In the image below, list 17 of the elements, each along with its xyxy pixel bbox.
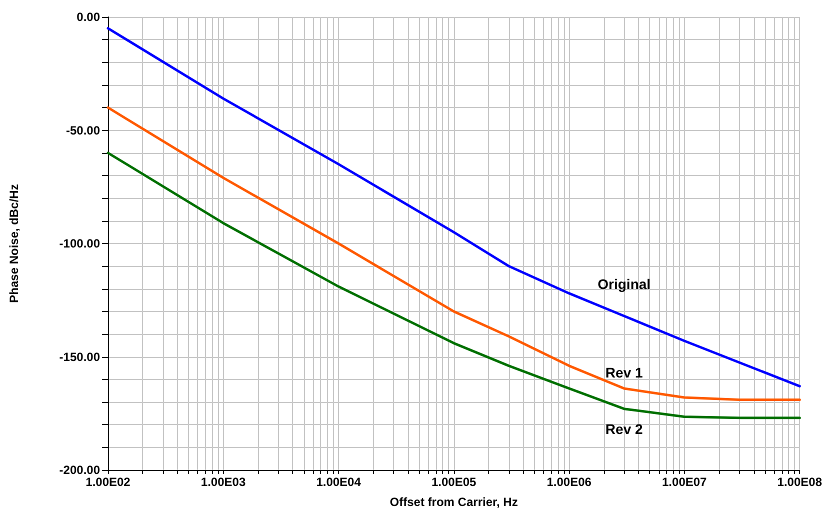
x-tick-label: 1.00E03 <box>200 475 246 489</box>
y-axis-title: Phase Noise, dBc/Hz <box>7 184 21 303</box>
series-label: Original <box>598 276 651 292</box>
x-axis-title: Offset from Carrier, Hz <box>390 495 518 509</box>
x-tick-label: 1.00E08 <box>777 475 822 489</box>
x-tick-label: 1.00E04 <box>316 475 362 489</box>
y-tick-label: -50.00 <box>66 123 100 138</box>
y-tick-label: -200.00 <box>59 463 100 477</box>
series-label: Rev 1 <box>605 364 643 380</box>
series-label: Rev 2 <box>605 420 643 437</box>
x-tick-label: 1.00E02 <box>86 475 131 489</box>
y-tick-label: -100.00 <box>59 236 100 250</box>
x-tick-label: 1.00E06 <box>546 475 592 489</box>
x-tick-label: 1.00E05 <box>431 475 476 489</box>
y-tick-label: 0.00 <box>76 10 100 24</box>
x-tick-label: 1.00E07 <box>662 475 708 489</box>
y-tick-label: -150.00 <box>59 350 100 364</box>
